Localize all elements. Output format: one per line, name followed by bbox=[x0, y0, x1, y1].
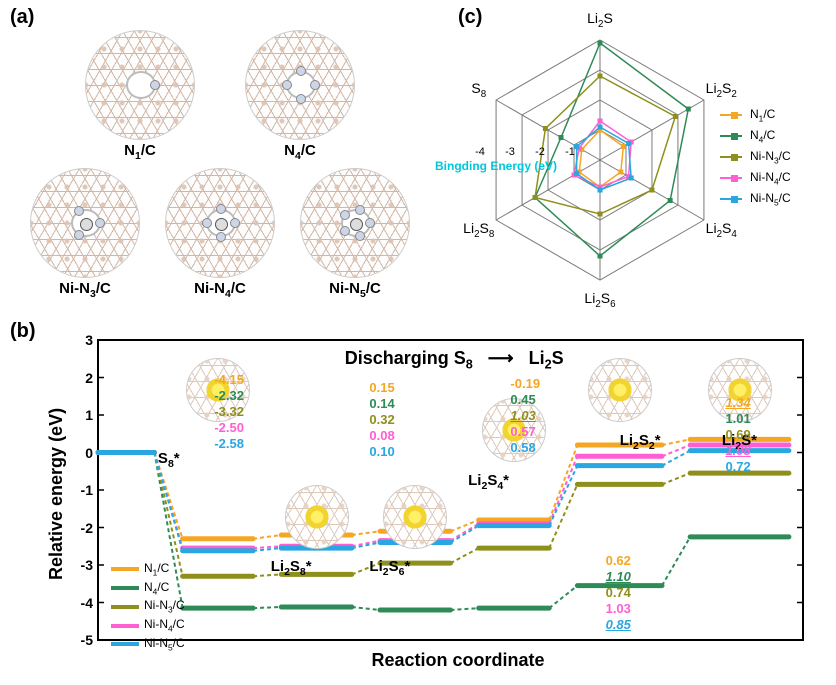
annot-Li2S2-NiN5C: 0.85 bbox=[606, 617, 631, 632]
annot-Li2S8-NiN3C: 0.32 bbox=[369, 412, 394, 427]
annot-Li2S8-N4C: 0.14 bbox=[369, 396, 394, 411]
annot-Li2S-N4C: 1.01 bbox=[725, 411, 750, 426]
annot-Li2S-N1C: 1.34 bbox=[725, 395, 750, 410]
panel-label-a: (a) bbox=[10, 6, 34, 29]
radar-axis-label: Li2S2 bbox=[706, 80, 737, 100]
b-legend-item-NiN4C: Ni-N4/C bbox=[111, 616, 185, 635]
b-legend-item-N4C: N4/C bbox=[111, 579, 185, 598]
b-legend-item-NiN5C: Ni-N5/C bbox=[111, 635, 185, 654]
species-label-Li2S8: Li2S8* bbox=[271, 558, 312, 578]
b-ytick: 2 bbox=[85, 370, 93, 386]
species-label-Li2S2: Li2S2* bbox=[620, 432, 661, 452]
b-ytick: 3 bbox=[85, 332, 93, 348]
radar-axis-label: Li2S4 bbox=[706, 220, 737, 240]
annot-Li2S4-NiN3C: 1.03 bbox=[510, 408, 535, 423]
annot-Li2S4-NiN5C: 0.58 bbox=[510, 440, 535, 455]
species-label-Li2S6: Li2S6* bbox=[369, 558, 410, 578]
annot-Li2S8-NiN4C: 0.08 bbox=[369, 428, 394, 443]
annot-Li2S8-N1C: 0.15 bbox=[369, 380, 394, 395]
b-legend-item-N1C: N1/C bbox=[111, 560, 185, 579]
radar-axis-label: Li2S8 bbox=[463, 220, 494, 240]
annot-Li2S4-N1C: -0.19 bbox=[510, 376, 540, 391]
annot-Li2S2-N1C: 0.62 bbox=[606, 553, 631, 568]
annot-Li2S4-NiN4C: 0.57 bbox=[510, 424, 535, 439]
radar-tick: -2 bbox=[535, 146, 545, 158]
b-ytick: -2 bbox=[81, 520, 93, 536]
annot-Li2S8-NiN5C: 0.10 bbox=[369, 444, 394, 459]
legend-item-N1C: N1/C bbox=[720, 105, 791, 125]
annot-Li2S2-NiN3C: 0.74 bbox=[606, 585, 631, 600]
panel-c-radar: Bingding Energy (eV) N1/CN4/CNi-N3/CNi-N… bbox=[430, 10, 820, 310]
radar-axis-label: S8 bbox=[471, 80, 486, 100]
b-ylabel: Relative energy (eV) bbox=[46, 408, 67, 580]
b-title: Discharging S8 ⟶ Li2S bbox=[345, 348, 564, 372]
legend-item-NiN5C: Ni-N5/C bbox=[720, 189, 791, 209]
b-ytick: -4 bbox=[81, 595, 93, 611]
panel-b-step-chart: Relative energy (eV) Reaction coordinate… bbox=[28, 320, 818, 675]
b-ytick: 0 bbox=[85, 445, 93, 461]
mini-structure-Li2S8 bbox=[285, 485, 349, 549]
annot-S8-NiN5C: -2.58 bbox=[214, 436, 244, 451]
panel-a-structures: N1/CN4/CNi-N3/CNi-N4/CNi-N5/C bbox=[40, 30, 400, 310]
structure-NiN5C: Ni-N5/C bbox=[295, 168, 415, 300]
mini-structure-Li2S6 bbox=[383, 485, 447, 549]
annot-Li2S4-N4C: 0.45 bbox=[510, 392, 535, 407]
species-label-Li2S4: Li2S4* bbox=[468, 472, 509, 492]
b-ytick: -3 bbox=[81, 557, 93, 573]
annot-S8-NiN4C: -2.50 bbox=[214, 420, 244, 435]
species-label-S8: S8* bbox=[158, 450, 180, 470]
legend-item-N4C: N4/C bbox=[720, 126, 791, 146]
annot-S8-N1C: -4.15 bbox=[214, 372, 244, 387]
structure-NiN4C: Ni-N4/C bbox=[160, 168, 280, 300]
binding-energy-label: Bingding Energy (eV) bbox=[435, 159, 557, 173]
annot-Li2S-NiN4C: 1.08 bbox=[725, 443, 750, 458]
structure-NiN3C: Ni-N3/C bbox=[25, 168, 145, 300]
b-ytick: -1 bbox=[81, 482, 93, 498]
b-xlabel: Reaction coordinate bbox=[371, 650, 544, 671]
radar-tick: -4 bbox=[475, 146, 485, 158]
annot-Li2S-NiN5C: 0.72 bbox=[725, 459, 750, 474]
radar-axis-label: Li2S bbox=[587, 10, 613, 30]
mini-structure-Li2S2 bbox=[588, 358, 652, 422]
annot-Li2S-NiN3C: 0.69 bbox=[725, 427, 750, 442]
annot-Li2S2-N4C: 1.10 bbox=[606, 569, 631, 584]
annot-S8-N4C: -2.32 bbox=[214, 388, 244, 403]
b-legend-item-NiN3C: Ni-N3/C bbox=[111, 597, 185, 616]
legend-item-NiN3C: Ni-N3/C bbox=[720, 147, 791, 167]
legend-item-NiN4C: Ni-N4/C bbox=[720, 168, 791, 188]
annot-S8-NiN3C: -3.32 bbox=[214, 404, 244, 419]
structure-N1C: N1/C bbox=[80, 30, 200, 162]
radar-legend: N1/CN4/CNi-N3/CNi-N4/CNi-N5/C bbox=[720, 105, 791, 210]
structure-N4C: N4/C bbox=[240, 30, 360, 162]
annot-Li2S2-NiN4C: 1.03 bbox=[606, 601, 631, 616]
b-legend: N1/CN4/CNi-N3/CNi-N4/CNi-N5/C bbox=[111, 560, 185, 654]
radar-tick: -3 bbox=[505, 146, 515, 158]
b-ytick: 1 bbox=[85, 407, 93, 423]
b-ytick: -5 bbox=[81, 632, 93, 648]
radar-axis-label: Li2S6 bbox=[584, 290, 615, 310]
radar-tick: -1 bbox=[565, 146, 575, 158]
